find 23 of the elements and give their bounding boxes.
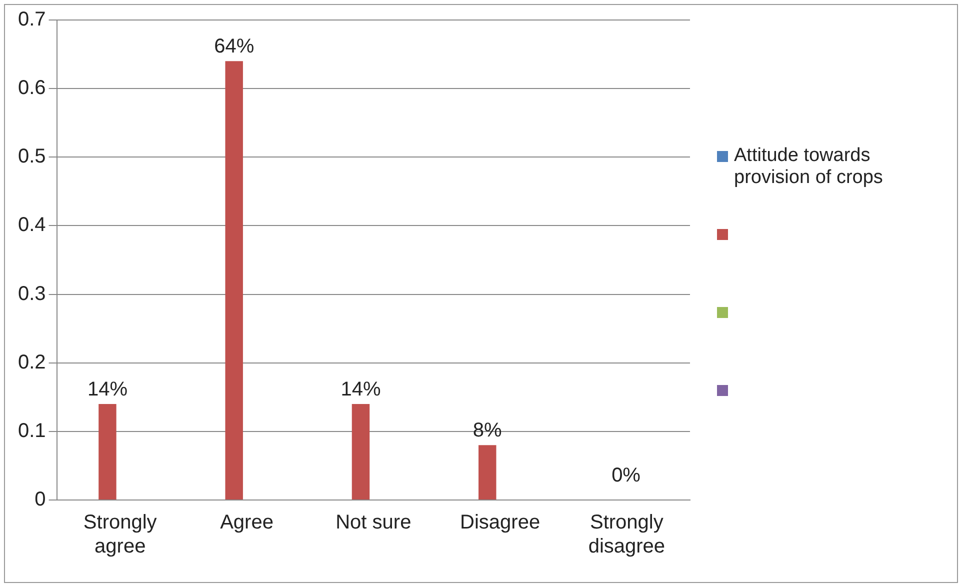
y-tick-label: 0.4 <box>18 214 46 236</box>
y-tick-label: 0.6 <box>18 77 46 100</box>
data-label: 64% <box>214 36 254 58</box>
x-tick-label: Disagree <box>460 512 540 534</box>
y-tick-label: 0.2 <box>18 351 46 374</box>
y-tick-label: 0.3 <box>18 282 46 305</box>
bar <box>478 445 496 500</box>
y-tick-label: 0.7 <box>18 8 46 31</box>
y-tick-label: 0 <box>34 488 46 511</box>
data-label: 8% <box>472 420 502 442</box>
x-tick-label: Strongly disagree <box>588 512 666 558</box>
x-tick-label: Agree <box>220 512 274 534</box>
data-label: 14% <box>340 378 381 401</box>
data-label: 0% <box>612 464 641 487</box>
y-tick-label: 0.5 <box>18 146 46 168</box>
x-tick-label: Strongly agree <box>83 512 157 558</box>
legend-label: Attitude towards provision of crops <box>734 145 884 189</box>
data-label: 14% <box>87 378 128 401</box>
y-tick-label: 0.1 <box>18 420 46 442</box>
bar <box>98 404 116 500</box>
bar <box>225 61 243 500</box>
bar <box>352 404 370 500</box>
x-tick-label: Not sure <box>336 512 412 534</box>
